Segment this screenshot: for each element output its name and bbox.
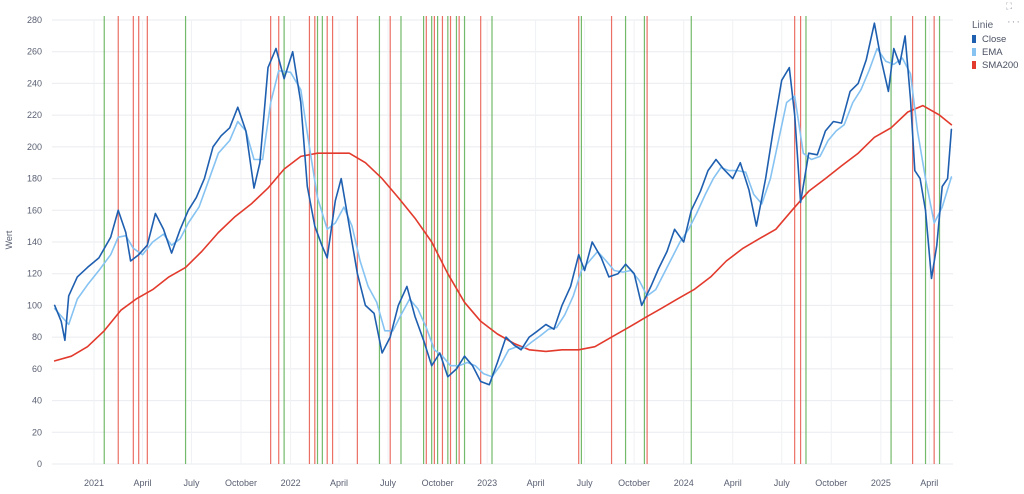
legend-item-close[interactable]: Close <box>982 34 1006 45</box>
y-tick-label: 40 <box>32 396 42 406</box>
y-tick-label: 120 <box>27 269 42 279</box>
y-tick-label: 0 <box>37 459 42 469</box>
x-tick-label: July <box>774 478 791 488</box>
x-tick-label: 2021 <box>84 478 104 488</box>
x-tick-label: October <box>815 478 847 488</box>
y-tick-label: 100 <box>27 300 42 310</box>
y-axis-title: Wert <box>4 230 14 249</box>
x-tick-label: April <box>330 478 348 488</box>
x-tick-label: July <box>183 478 200 488</box>
series-line-close[interactable] <box>53 22 953 386</box>
legend-item-ema[interactable]: EMA <box>982 47 1003 58</box>
x-tick-label: April <box>527 478 545 488</box>
signal-markers <box>103 16 941 464</box>
x-tick-label: April <box>724 478 742 488</box>
x-tick-label: October <box>422 478 454 488</box>
series-line-ema[interactable] <box>53 47 953 378</box>
x-tick-label: October <box>225 478 257 488</box>
x-tick-label: April <box>133 478 151 488</box>
fullscreen-icon[interactable]: ⛶ <box>1005 1 1013 11</box>
y-tick-label: 160 <box>27 205 42 215</box>
y-tick-label: 20 <box>32 427 42 437</box>
axes: 0 20 40 60 80 100 120 140 160 180 200 220 240 260 280 2… <box>27 15 938 488</box>
x-tick-label: 2022 <box>281 478 301 488</box>
x-tick-label: 2023 <box>477 478 497 488</box>
legend-item-sma200[interactable]: SMA200 <box>982 60 1018 71</box>
y-tick-label: 60 <box>32 364 42 374</box>
more-options-icon[interactable]: ··· <box>1007 16 1021 28</box>
y-tick-label: 280 <box>27 15 42 25</box>
gridlines <box>52 19 953 465</box>
x-tick-label: April <box>920 478 938 488</box>
series-lines[interactable] <box>53 22 953 386</box>
y-tick-label: 80 <box>32 332 42 342</box>
x-tick-label: July <box>577 478 594 488</box>
x-tick-label: July <box>380 478 397 488</box>
x-tick-label: October <box>618 478 650 488</box>
y-tick-label: 200 <box>27 142 42 152</box>
x-tick-label: 2025 <box>871 478 891 488</box>
y-tick-label: 260 <box>27 47 42 57</box>
y-tick-label: 240 <box>27 78 42 88</box>
y-tick-label: 140 <box>27 237 42 247</box>
legend-title: Linie <box>972 20 994 31</box>
legend-swatch <box>972 61 976 69</box>
y-tick-label: 220 <box>27 110 42 120</box>
legend[interactable]: Linie Close EMA SMA200 <box>972 20 1018 71</box>
series-line-sma200[interactable] <box>53 104 953 362</box>
y-tick-label: 180 <box>27 174 42 184</box>
legend-swatch <box>972 35 976 43</box>
legend-swatch <box>972 48 976 56</box>
x-tick-label: 2024 <box>674 478 694 488</box>
